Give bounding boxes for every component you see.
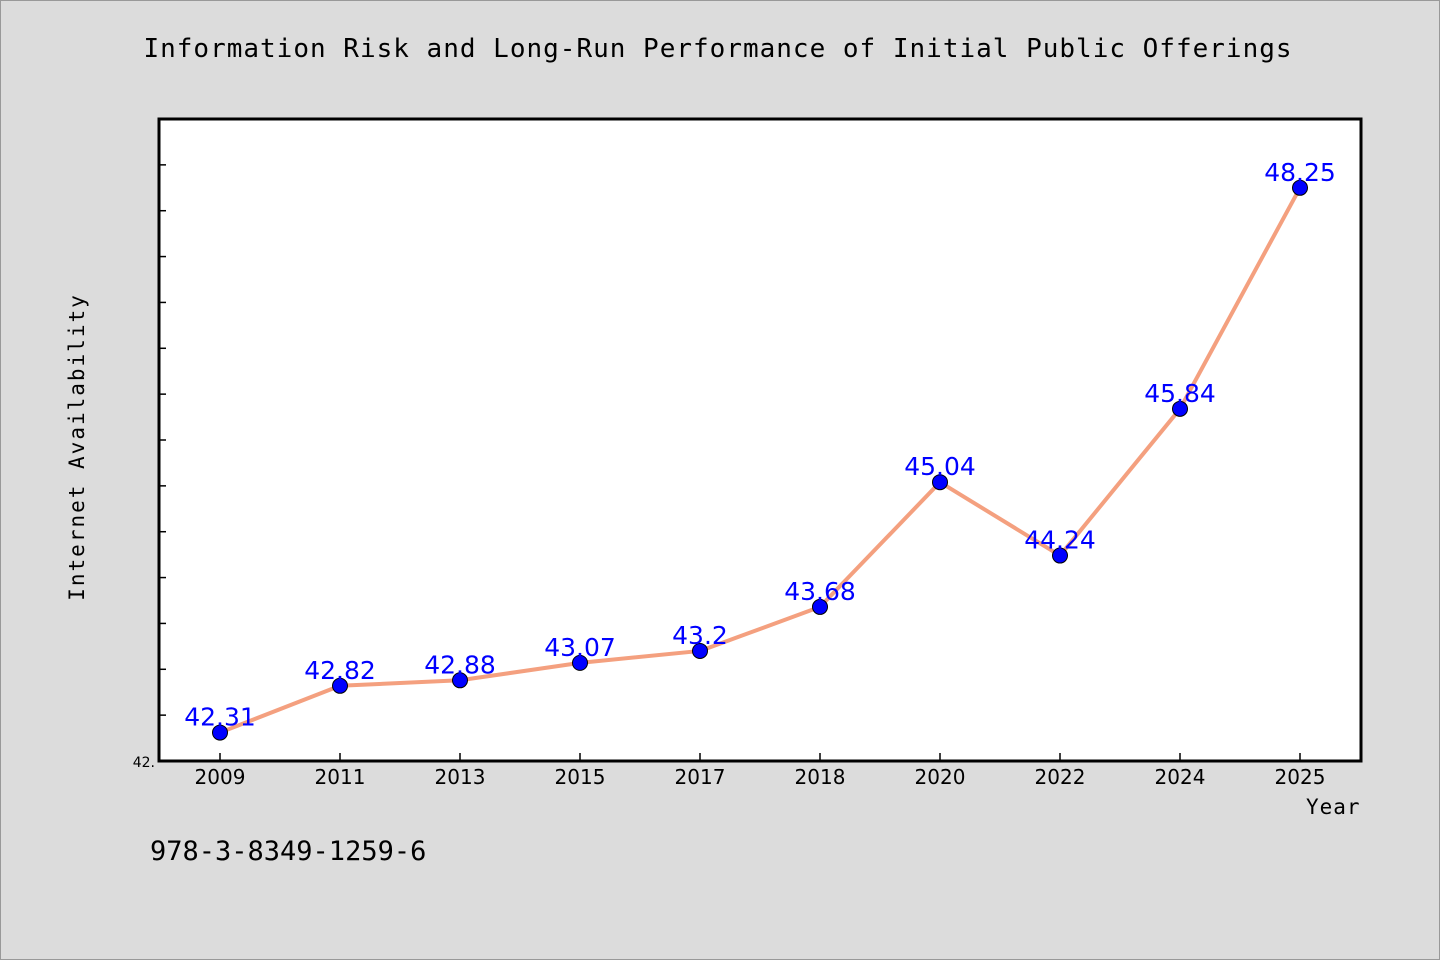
data-label: 42.88 xyxy=(424,650,496,679)
data-label: 43.68 xyxy=(784,577,856,606)
y-axis-ticks: 42. xyxy=(133,118,166,771)
x-axis-label: Year xyxy=(1306,795,1361,819)
data-label: 45.84 xyxy=(1144,379,1216,408)
chart-title: Information Risk and Long-Run Performanc… xyxy=(143,34,1293,64)
x-tick-label: 2022 xyxy=(1035,765,1086,789)
data-label: 43.07 xyxy=(544,633,616,662)
x-tick-label: 2024 xyxy=(1155,765,1206,789)
data-label: 42.82 xyxy=(304,656,376,685)
data-label: 42.31 xyxy=(184,703,256,732)
x-axis-ticks: 2009 2011 2013 2015 2017 2018 2020 2022 2024 2025 xyxy=(195,753,1326,789)
x-tick-label: 2017 xyxy=(675,765,726,789)
data-point xyxy=(332,677,348,694)
data-point xyxy=(812,598,828,615)
data-point xyxy=(932,474,948,491)
x-tick-label: 2020 xyxy=(915,765,966,789)
data-label: 44.24 xyxy=(1024,526,1096,555)
series-line-group xyxy=(218,185,1302,735)
x-tick-label: 2015 xyxy=(555,765,606,789)
x-tick-label: 2011 xyxy=(315,765,366,789)
series-line xyxy=(218,185,1302,735)
footnote-isbn: 978-3-8349-1259-6 xyxy=(150,836,427,867)
x-tick-label: 2018 xyxy=(795,765,846,789)
x-tick-label: 2009 xyxy=(195,765,246,789)
plot-area xyxy=(157,117,1363,763)
data-point xyxy=(572,654,588,671)
data-label: 43.2 xyxy=(672,621,728,650)
data-label-group: 42.31 42.82 42.88 43.07 43.2 43.68 45.04 44.24 4… xyxy=(184,158,1336,732)
data-label: 45.04 xyxy=(904,452,976,481)
data-label: 48.25 xyxy=(1264,158,1336,187)
data-point xyxy=(212,724,228,741)
data-point-group xyxy=(212,179,1308,741)
data-point xyxy=(1172,400,1188,417)
y-tick-label: 42. xyxy=(133,755,155,771)
x-tick-label: 2013 xyxy=(435,765,486,789)
data-point xyxy=(692,642,708,659)
data-point xyxy=(1292,179,1308,196)
data-point xyxy=(1052,547,1068,564)
data-point xyxy=(452,672,468,689)
x-tick-label: 2025 xyxy=(1275,765,1326,789)
